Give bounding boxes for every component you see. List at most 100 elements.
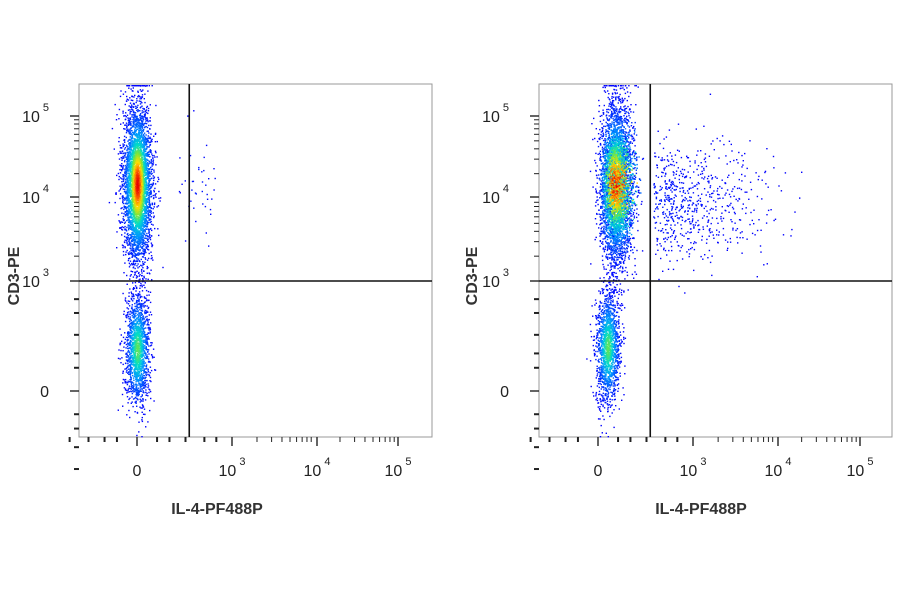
event-dot xyxy=(142,130,144,132)
event-dot xyxy=(141,223,144,225)
event-dot xyxy=(150,269,152,271)
event-dot xyxy=(119,328,121,330)
event-dot xyxy=(133,384,135,386)
event-dot xyxy=(130,383,133,386)
event-dot xyxy=(148,314,150,316)
event-dot xyxy=(130,225,132,227)
event-dot xyxy=(138,176,140,179)
event-dot xyxy=(133,169,135,172)
event-dot xyxy=(135,85,137,87)
event-dot xyxy=(124,103,126,106)
event-dot xyxy=(156,156,158,158)
event-dot xyxy=(147,386,149,389)
event-dot xyxy=(147,198,149,200)
event-dot xyxy=(146,143,148,146)
event-dot xyxy=(150,192,152,194)
event-dot xyxy=(128,205,131,208)
event-dot xyxy=(138,202,140,204)
event-dot xyxy=(141,133,143,135)
event-dot xyxy=(126,98,128,100)
event-dot xyxy=(130,402,132,404)
event-dot xyxy=(132,247,134,250)
event-dot xyxy=(123,313,125,315)
event-dot xyxy=(127,244,129,246)
event-dot xyxy=(127,163,129,165)
event-dot xyxy=(130,217,132,219)
event-dot xyxy=(131,139,133,142)
event-dot xyxy=(144,356,146,359)
event-dot xyxy=(147,112,149,115)
event-dot xyxy=(134,352,136,354)
event-dot xyxy=(138,193,140,196)
event-dot xyxy=(141,248,144,250)
event-dot xyxy=(140,196,142,198)
event-dot xyxy=(128,121,130,124)
event-dot xyxy=(139,398,141,400)
event-dot xyxy=(141,203,144,205)
event-dot xyxy=(141,139,143,141)
event-dot xyxy=(143,195,145,197)
event-dot xyxy=(141,416,143,419)
event-dot xyxy=(144,170,146,172)
event-dot xyxy=(150,166,152,169)
event-dot xyxy=(124,232,126,234)
event-dot xyxy=(143,225,145,228)
event-dot xyxy=(130,215,132,217)
event-dot xyxy=(143,132,146,134)
event-dot xyxy=(129,151,131,153)
event-dot xyxy=(145,163,147,165)
event-dot xyxy=(141,132,144,134)
event-dot xyxy=(125,178,127,180)
event-dot xyxy=(147,140,149,143)
event-dot xyxy=(128,184,130,186)
event-dot xyxy=(129,113,131,115)
event-dot xyxy=(125,156,128,158)
event-dot xyxy=(126,274,128,277)
event-dot xyxy=(131,264,133,266)
event-dot xyxy=(141,224,143,226)
event-dot xyxy=(141,407,143,409)
event-dot xyxy=(128,239,130,241)
event-dot xyxy=(132,267,134,269)
event-dot xyxy=(149,366,152,368)
event-dot xyxy=(138,239,141,241)
event-dot xyxy=(150,169,153,171)
event-dot xyxy=(138,129,140,132)
event-dot xyxy=(147,201,149,203)
event-dot xyxy=(142,413,145,415)
event-dot xyxy=(138,253,141,255)
event-dot xyxy=(141,165,143,168)
event-dot xyxy=(142,198,144,200)
event-dot xyxy=(149,149,152,151)
event-dot xyxy=(129,253,131,255)
event-dot xyxy=(147,151,149,154)
event-dot xyxy=(141,195,144,198)
event-dot xyxy=(144,139,146,141)
event-dot xyxy=(148,237,151,239)
event-dot xyxy=(127,149,129,151)
event-dot xyxy=(134,244,136,246)
event-dot xyxy=(139,234,141,236)
event-dot xyxy=(129,161,131,164)
event-dot xyxy=(118,137,120,139)
event-dot xyxy=(124,172,126,174)
event-dot xyxy=(138,156,141,158)
event-dot xyxy=(148,124,150,127)
event-dot xyxy=(124,179,126,181)
event-dot xyxy=(137,168,139,170)
event-dot xyxy=(124,262,126,264)
event-dot xyxy=(135,198,138,201)
event-dot xyxy=(128,227,130,229)
event-dot xyxy=(142,385,144,387)
event-dot xyxy=(138,119,141,121)
event-dot xyxy=(139,223,142,225)
event-dot xyxy=(128,300,131,303)
event-dot xyxy=(143,306,145,308)
event-dot xyxy=(149,179,151,181)
event-dot xyxy=(138,121,140,124)
event-dot xyxy=(121,340,123,342)
event-dot xyxy=(122,200,124,202)
event-dot xyxy=(122,202,125,205)
event-dot xyxy=(130,176,132,178)
event-dot xyxy=(136,235,138,238)
